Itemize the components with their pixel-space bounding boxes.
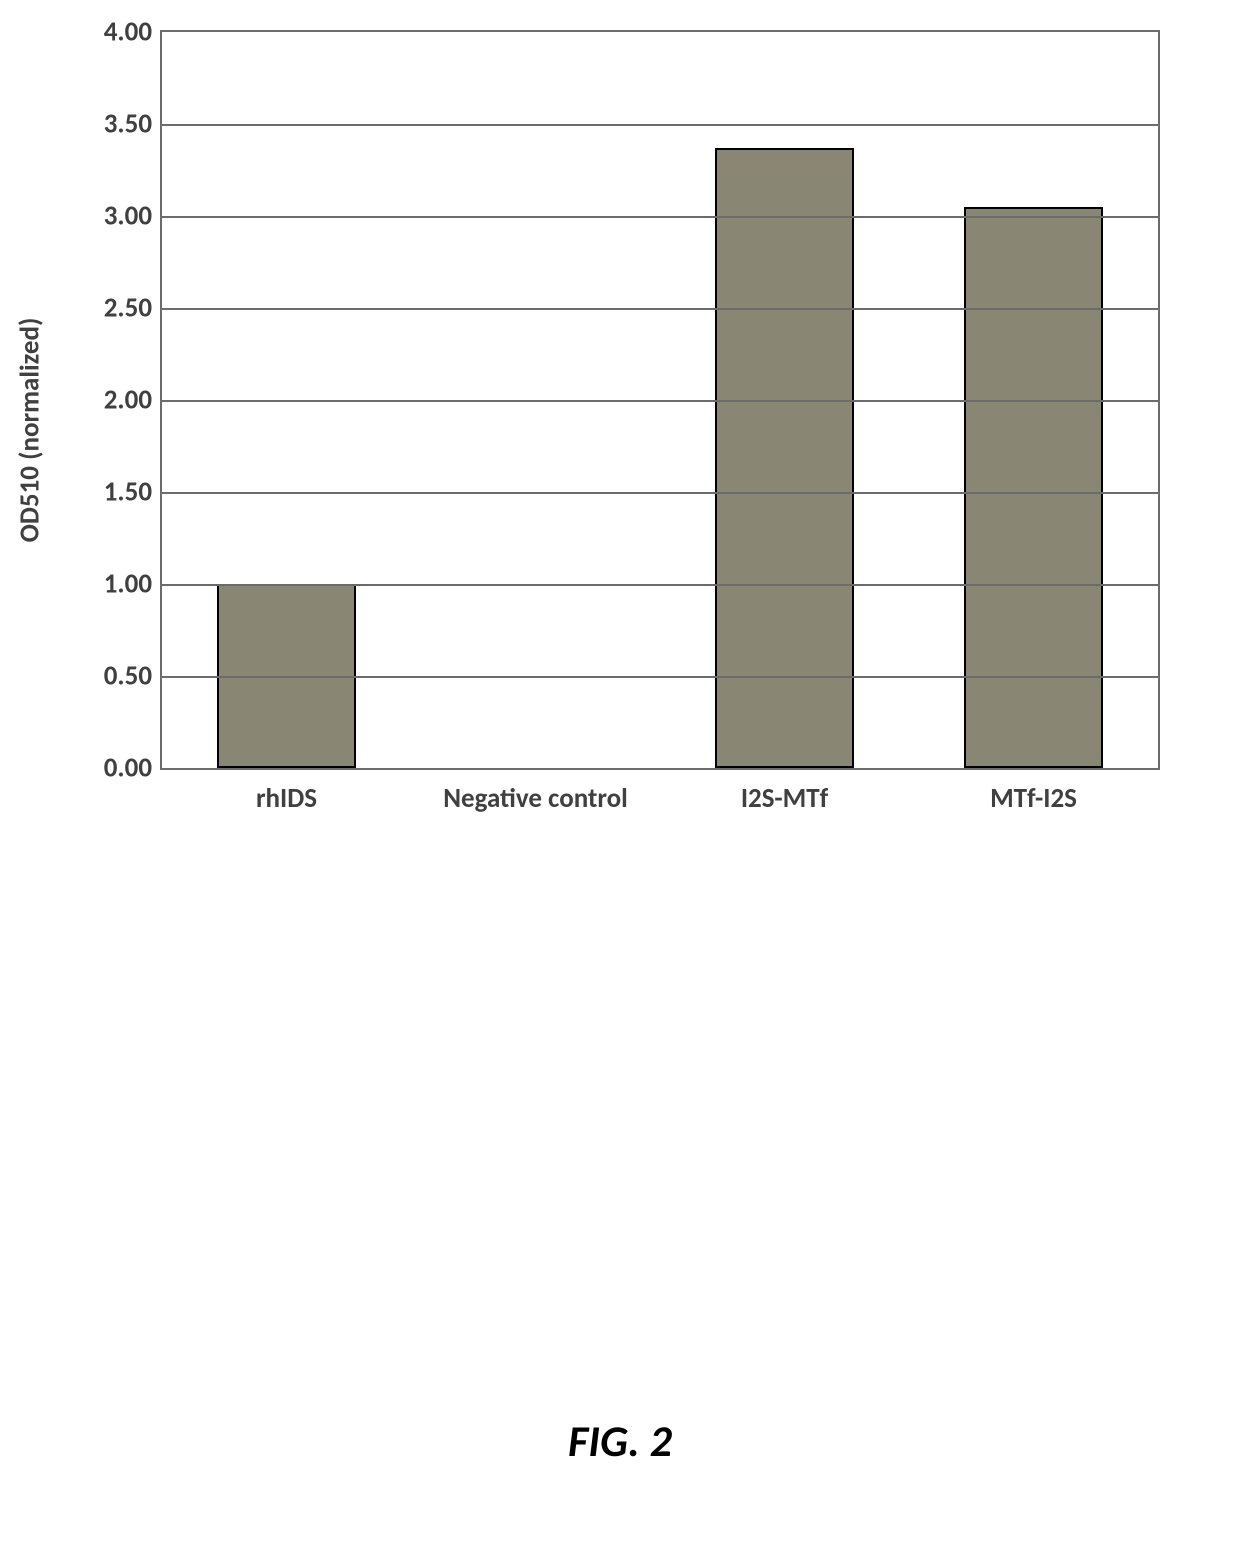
y-tick-label: 2.00: [104, 384, 162, 417]
gridline: [162, 492, 1158, 494]
y-tick-label: 1.50: [104, 476, 162, 509]
y-tick-label: 3.50: [104, 108, 162, 141]
y-axis-label: OD510 (normalized): [14, 318, 47, 543]
gridline: [162, 400, 1158, 402]
gridline: [162, 584, 1158, 586]
bar-chart: OD510 (normalized) rhIDSNegative control…: [40, 20, 1180, 840]
y-tick-label: 0.50: [104, 660, 162, 693]
x-tick-label: rhIDS: [256, 768, 317, 815]
x-tick-label: I2S-MTf: [741, 768, 828, 815]
bar: [715, 148, 854, 768]
y-tick-label: 1.00: [104, 568, 162, 601]
gridline: [162, 676, 1158, 678]
x-tick-label: Negative control: [443, 768, 628, 815]
y-tick-label: 4.00: [104, 16, 162, 49]
bar: [964, 207, 1103, 768]
gridline: [162, 308, 1158, 310]
gridline: [162, 124, 1158, 126]
gridline: [162, 216, 1158, 218]
y-tick-label: 0.00: [104, 752, 162, 785]
y-tick-label: 2.50: [104, 292, 162, 325]
x-tick-label: MTf-I2S: [990, 768, 1077, 815]
y-tick-label: 3.00: [104, 200, 162, 233]
figure-caption: FIG. 2: [0, 1414, 1240, 1468]
plot-area: rhIDSNegative controlI2S-MTfMTf-I2S 0.00…: [160, 30, 1160, 770]
